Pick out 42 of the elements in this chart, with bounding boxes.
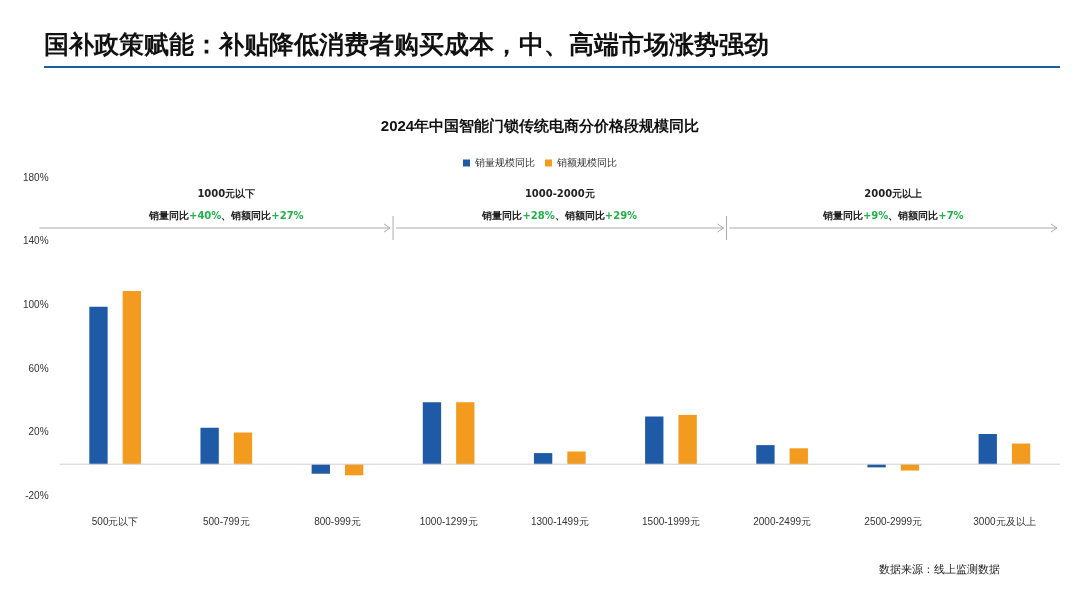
bar: [756, 445, 775, 465]
x-tick-label: 2000-2499元: [753, 515, 812, 527]
bar: [122, 290, 141, 465]
bar: [789, 448, 808, 465]
annotation: 销量同比+9%、销额同比+7%: [821, 209, 964, 221]
legend-label: 销额规模同比: [556, 156, 617, 168]
source-note: 数据来源：线上监测数据: [879, 562, 1000, 576]
y-tick-label: 140%: [23, 235, 49, 247]
annotation: 2000元以上: [864, 187, 923, 199]
x-tick-label: 3000元及以上: [973, 515, 1036, 527]
bar: [200, 427, 219, 465]
bar: [89, 306, 108, 465]
annotation: 销量同比+28%、销额同比+29%: [481, 209, 638, 221]
bar: [678, 414, 697, 465]
bar: [645, 416, 664, 465]
bar: [978, 433, 997, 465]
bar: [533, 453, 553, 465]
x-tick-label: 500元以下: [91, 515, 139, 527]
chart-subtitle: 2024年中国智能门锁传统电商分价格段规模同比: [380, 117, 700, 135]
x-tick-label: 2500-2999元: [864, 515, 923, 527]
bar: [1011, 443, 1031, 465]
y-tick-label: 20%: [28, 426, 49, 438]
annotation: 销量同比+40%、销额同比+27%: [148, 209, 304, 221]
x-tick-label: 1500-1999元: [642, 515, 700, 527]
annotation: 1000元以下: [197, 187, 256, 199]
x-tick-label: 1000-1299元: [419, 515, 478, 527]
x-tick-label: 1300-1499元: [530, 515, 589, 527]
chart-title: 国补政策赋能：补贴降低消费者购买成本，中、高端市场涨势强劲: [44, 29, 769, 61]
bar: [567, 451, 586, 465]
x-tick-label: 800-999元: [314, 515, 361, 527]
y-tick-label: 60%: [28, 362, 49, 374]
x-tick-label: 500-799元: [202, 515, 250, 527]
y-tick-label: -20%: [25, 489, 49, 501]
annotation: 1000-2000元: [524, 187, 595, 199]
bar: [900, 464, 920, 471]
bar: [233, 432, 253, 465]
y-tick-label: 100%: [23, 298, 49, 310]
y-tick-label: 180%: [23, 171, 49, 183]
bar: [422, 402, 442, 465]
legend-label: 销量规模同比: [474, 156, 535, 168]
bar: [311, 464, 330, 474]
bar: [456, 402, 475, 465]
